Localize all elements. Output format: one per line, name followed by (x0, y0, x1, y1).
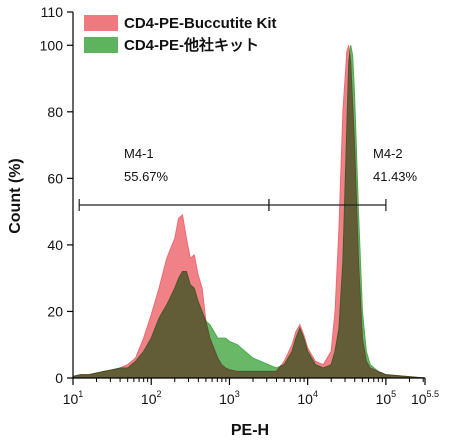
gate-label-m4-2: M4-2 (373, 146, 403, 161)
y-axis-title: Count (%) (7, 158, 24, 234)
gates: M4-1 55.67% M4-2 41.43% (78, 146, 418, 211)
gate-percent-m4-2: 41.43% (373, 169, 418, 184)
legend-label-cd4-pe: CD4-PE-他社キット (124, 36, 259, 54)
x-tick-label: 101 (63, 389, 84, 407)
y-tick-label: 80 (47, 104, 63, 120)
gate-percent-m4-1: 55.67% (124, 169, 169, 184)
y-tick-label: 110 (41, 4, 64, 20)
x-tick-label: 105.5 (411, 389, 439, 407)
x-tick-label: 105 (376, 389, 397, 407)
plot-area (72, 45, 426, 379)
y-tick-label: 0 (55, 370, 63, 386)
y-tick-label: 40 (47, 237, 63, 253)
y-tick-label: 60 (47, 170, 63, 186)
axes: 0 20 40 60 80 100 110 101 102 103 104 105 105.5 (40, 4, 439, 407)
series-area-cd4-pe (72, 45, 426, 379)
x-tick-label: 103 (219, 389, 240, 407)
y-tick-label: 100 (40, 37, 64, 53)
legend-swatch-cd4-pe (84, 37, 118, 53)
gate-label-m4-1: M4-1 (124, 146, 154, 161)
x-tick-label: 104 (297, 389, 318, 407)
legend-swatch-cd4-pe-buccutite-kit (84, 15, 118, 31)
x-tick-label: 102 (141, 389, 162, 407)
series-area-cd4-pe-buccutite-kit (72, 45, 426, 379)
x-axis-title: PE-H (231, 422, 269, 439)
y-tick-label: 20 (47, 303, 63, 319)
legend: CD4-PE-Buccutite Kit CD4-PE-他社キット (84, 15, 277, 54)
legend-label-cd4-pe-buccutite-kit: CD4-PE-Buccutite Kit (124, 15, 277, 32)
